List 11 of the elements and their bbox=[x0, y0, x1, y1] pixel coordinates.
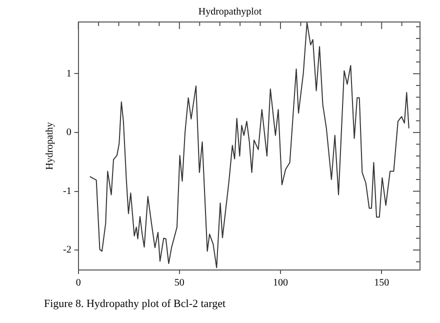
y-tick-label: -2 bbox=[62, 244, 72, 256]
y-tick-label: 1 bbox=[66, 68, 72, 80]
x-tick-label: 150 bbox=[374, 278, 390, 289]
chart-title: Hydropathyplot bbox=[198, 6, 262, 18]
x-tick-label: 50 bbox=[174, 278, 184, 289]
x-tick-label: 100 bbox=[273, 278, 288, 289]
y-tick-label: -1 bbox=[62, 186, 72, 197]
y-axis-title: Hydropathy bbox=[44, 122, 56, 170]
caption: Figure 8. Hydropathy plot of Bcl-2 target bbox=[44, 298, 226, 310]
x-tick-label: 0 bbox=[76, 278, 81, 289]
y-tick-label: 0 bbox=[66, 127, 72, 138]
